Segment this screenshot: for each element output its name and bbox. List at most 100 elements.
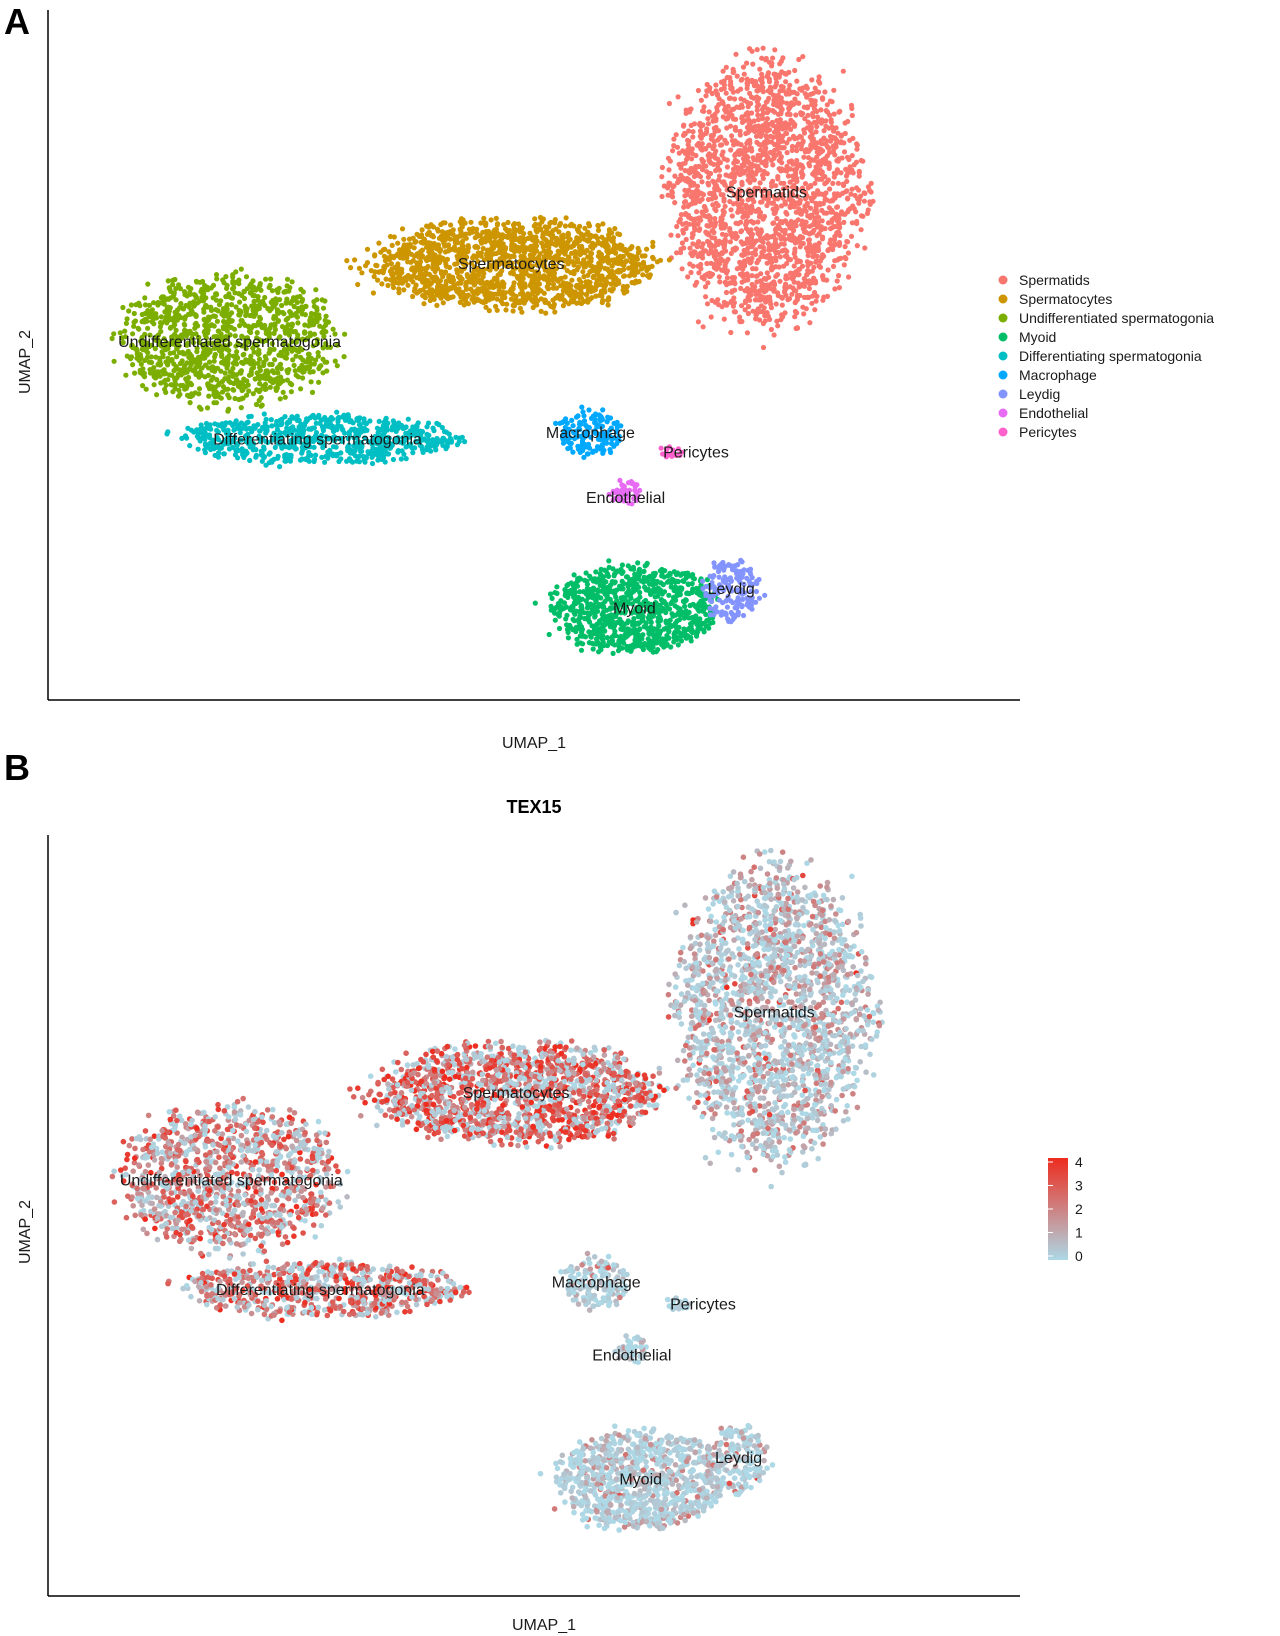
cell-point <box>800 140 806 146</box>
cell-point <box>180 351 186 357</box>
cell-point <box>548 303 554 309</box>
cell-point <box>779 228 786 234</box>
cell-point <box>162 377 168 383</box>
cell-point <box>818 107 824 113</box>
cell-point <box>600 258 606 264</box>
cell-point <box>739 114 745 120</box>
cell-point <box>376 240 382 246</box>
cell-point <box>419 253 425 259</box>
cell-point <box>793 325 799 331</box>
cell-point <box>390 284 397 291</box>
cell-point <box>332 358 338 364</box>
cell-point <box>676 150 682 156</box>
cell-point <box>675 94 681 100</box>
cell-point <box>263 327 269 333</box>
cell-point <box>257 381 263 387</box>
cell-point <box>769 60 775 66</box>
cell-point <box>636 278 642 285</box>
cell-point <box>312 311 318 317</box>
cell-point <box>195 371 201 377</box>
cell-point <box>145 325 151 331</box>
cell-point <box>814 176 820 182</box>
cell-point <box>401 236 407 242</box>
cell-point <box>760 149 766 155</box>
cell-point <box>681 245 687 251</box>
cell-point <box>729 133 735 139</box>
cell-point <box>773 152 779 158</box>
cell-point <box>495 272 501 278</box>
cell-point <box>204 304 210 310</box>
cell-point <box>845 169 851 175</box>
cell-point <box>749 273 755 279</box>
cell-point <box>503 307 509 313</box>
cell-point <box>253 401 260 408</box>
cell-point <box>807 320 813 326</box>
cell-point <box>666 257 673 263</box>
cell-point <box>525 291 531 297</box>
cell-point <box>792 314 798 320</box>
cell-point <box>301 364 307 371</box>
cell-point <box>435 242 441 248</box>
cell-point <box>744 60 750 66</box>
cell-point <box>182 362 188 368</box>
cell-point <box>754 99 760 105</box>
cell-point <box>693 164 699 170</box>
cell-point <box>281 311 287 317</box>
cell-point <box>845 195 851 201</box>
cell-point <box>551 241 557 247</box>
cell-point <box>475 272 482 278</box>
cell-point <box>155 361 161 368</box>
cell-point <box>808 260 814 266</box>
cell-point <box>212 365 218 371</box>
cell-point <box>841 262 847 268</box>
cell-point <box>699 179 705 185</box>
cell-point <box>179 358 185 364</box>
cell-point <box>494 221 501 227</box>
cell-point <box>196 386 203 392</box>
cell-point <box>704 126 710 132</box>
cell-point <box>465 243 471 249</box>
cell-point <box>687 261 693 267</box>
cell-point <box>225 392 231 398</box>
cell-point <box>246 388 252 394</box>
cell-point <box>262 386 268 392</box>
cell-point <box>793 144 800 150</box>
cell-point <box>395 240 401 246</box>
cell-point <box>757 244 763 250</box>
cell-point <box>265 369 271 375</box>
cell-point <box>552 617 558 623</box>
cell-point <box>575 283 581 289</box>
cell-point <box>505 219 511 226</box>
cell-point <box>794 157 800 164</box>
cell-point <box>784 130 790 137</box>
cell-point <box>428 252 434 258</box>
cell-point <box>758 237 764 243</box>
cell-point <box>201 294 207 300</box>
cell-point <box>789 291 795 297</box>
cell-point <box>211 323 217 329</box>
cell-point <box>202 374 208 380</box>
cell-point <box>715 302 722 308</box>
cell-point <box>850 135 856 141</box>
cell-point <box>728 86 734 92</box>
cell-point <box>772 254 779 261</box>
cell-point <box>231 285 237 291</box>
cell-point <box>809 279 816 286</box>
cell-point <box>811 194 817 200</box>
cell-point <box>246 372 252 378</box>
cell-point <box>831 223 837 230</box>
cell-point <box>474 226 480 232</box>
cell-point <box>754 88 760 94</box>
cell-point <box>175 393 182 399</box>
cell-point <box>552 309 558 315</box>
cell-point <box>776 232 782 238</box>
cell-point <box>711 143 717 149</box>
cell-point <box>308 379 314 385</box>
cell-point <box>364 246 371 252</box>
cell-point <box>763 133 769 139</box>
cell-point <box>483 220 489 226</box>
cell-point <box>824 102 830 108</box>
cell-point <box>777 98 784 104</box>
cell-point <box>709 228 715 234</box>
